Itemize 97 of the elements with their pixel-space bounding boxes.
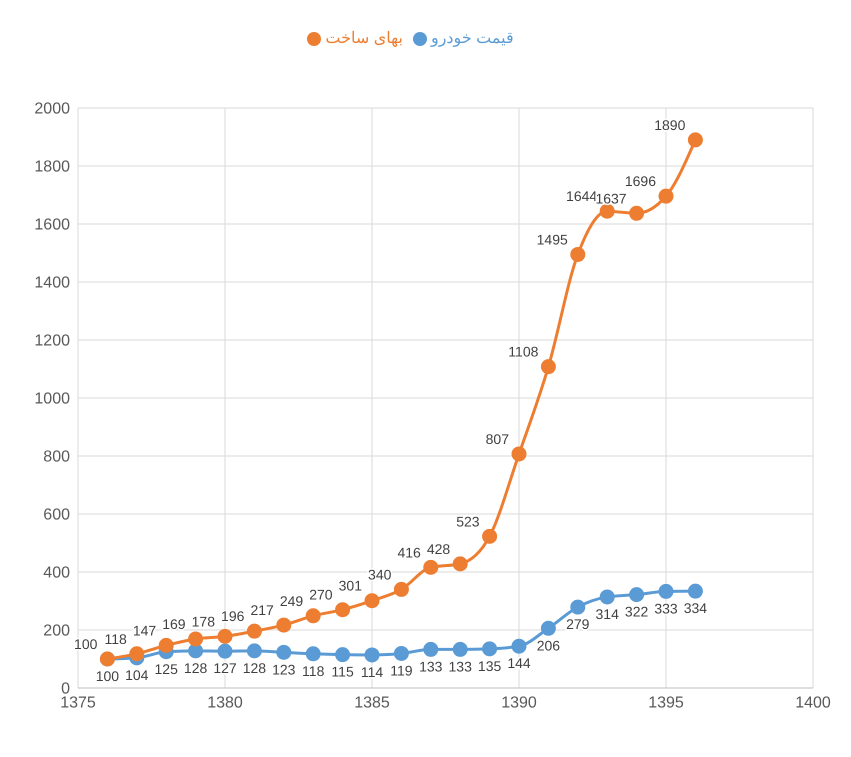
data-label: 104 xyxy=(125,666,149,683)
y-tick-label: 1600 xyxy=(34,216,70,234)
point xyxy=(246,624,262,639)
data-label: 118 xyxy=(104,630,128,647)
x-tick-label: 1385 xyxy=(354,694,390,712)
data-label: 428 xyxy=(426,540,450,557)
data-label: 100 xyxy=(96,668,120,684)
data-label: 100 xyxy=(74,636,98,652)
point xyxy=(364,593,380,608)
point xyxy=(218,628,232,644)
data-label: 1637 xyxy=(595,190,627,206)
x-tick-label: 1400 xyxy=(795,694,831,712)
data-label: 334 xyxy=(684,600,708,616)
y-tick-label: 2000 xyxy=(34,100,70,118)
point xyxy=(188,631,204,646)
point xyxy=(423,642,438,657)
point xyxy=(540,359,556,374)
point xyxy=(600,204,615,219)
point xyxy=(629,206,644,221)
point xyxy=(276,618,292,633)
point xyxy=(246,643,262,658)
point xyxy=(570,600,586,615)
data-label: 114 xyxy=(360,664,384,680)
point xyxy=(335,647,350,662)
point xyxy=(688,584,703,599)
point xyxy=(452,556,468,572)
data-label: 1890 xyxy=(654,116,686,133)
point xyxy=(570,246,586,262)
data-label: 249 xyxy=(280,592,304,609)
data-label: 340 xyxy=(368,566,392,582)
point xyxy=(658,188,674,204)
x-tick-label: 1395 xyxy=(648,694,684,712)
data-label: 206 xyxy=(536,637,560,654)
y-tick-label: 1000 xyxy=(34,390,70,408)
point xyxy=(658,584,674,599)
data-label: 1108 xyxy=(508,344,539,360)
data-label: 169 xyxy=(162,616,186,632)
data-label: 127 xyxy=(213,660,237,676)
point xyxy=(688,132,703,148)
data-label: 416 xyxy=(397,544,422,560)
y-tick-label: 1200 xyxy=(34,332,70,350)
data-label: 270 xyxy=(309,586,333,603)
data-label: 133 xyxy=(448,658,472,674)
data-label: 125 xyxy=(154,660,178,677)
data-label: 217 xyxy=(250,602,274,618)
point xyxy=(394,646,409,661)
y-tick-label: 1800 xyxy=(34,158,70,176)
data-label: 119 xyxy=(390,662,413,678)
data-label: 301 xyxy=(338,578,362,594)
point xyxy=(276,644,292,660)
point xyxy=(158,638,174,653)
data-label: 807 xyxy=(486,430,510,447)
data-label: 314 xyxy=(596,606,620,622)
data-label: 322 xyxy=(624,604,648,620)
point xyxy=(482,641,498,656)
point xyxy=(540,620,556,636)
data-label: 1644 xyxy=(566,188,598,204)
data-label: 115 xyxy=(331,664,354,680)
point xyxy=(600,589,615,604)
data-label: 333 xyxy=(654,600,678,616)
point xyxy=(364,647,380,662)
data-label: 128 xyxy=(184,660,208,676)
y-tick-label: 1400 xyxy=(34,274,70,292)
data-label: 147 xyxy=(132,622,156,638)
point xyxy=(512,638,526,654)
legend-label: قیمت خودرو xyxy=(430,30,514,47)
x-tick-label: 1380 xyxy=(207,694,243,712)
y-tick-label: 600 xyxy=(43,506,70,524)
point xyxy=(129,646,144,662)
data-label: 118 xyxy=(302,662,325,679)
data-label: 196 xyxy=(221,608,245,624)
data-label: 135 xyxy=(478,658,502,674)
data-label: 128 xyxy=(242,660,266,676)
point xyxy=(335,602,350,618)
data-label: 133 xyxy=(419,658,443,674)
y-tick-label: 800 xyxy=(43,448,70,466)
data-label: 523 xyxy=(456,513,480,530)
x-tick-label: 1390 xyxy=(501,694,537,712)
y-tick-label: 400 xyxy=(43,564,70,582)
point xyxy=(306,646,321,662)
point xyxy=(629,587,644,602)
data-label: 144 xyxy=(507,655,531,672)
point xyxy=(218,644,232,659)
point xyxy=(306,608,321,624)
point xyxy=(423,560,438,575)
point xyxy=(512,446,526,462)
data-label: 123 xyxy=(272,661,296,678)
data-label: 279 xyxy=(566,616,590,632)
y-tick-label: 200 xyxy=(43,622,70,640)
point xyxy=(482,528,498,544)
data-label: 1696 xyxy=(624,173,656,190)
data-label: 178 xyxy=(192,613,216,630)
point xyxy=(452,642,468,657)
point xyxy=(188,643,204,658)
legend-label: بهای ساخت xyxy=(325,30,403,47)
point xyxy=(394,582,409,597)
data-label: 1495 xyxy=(536,231,568,248)
